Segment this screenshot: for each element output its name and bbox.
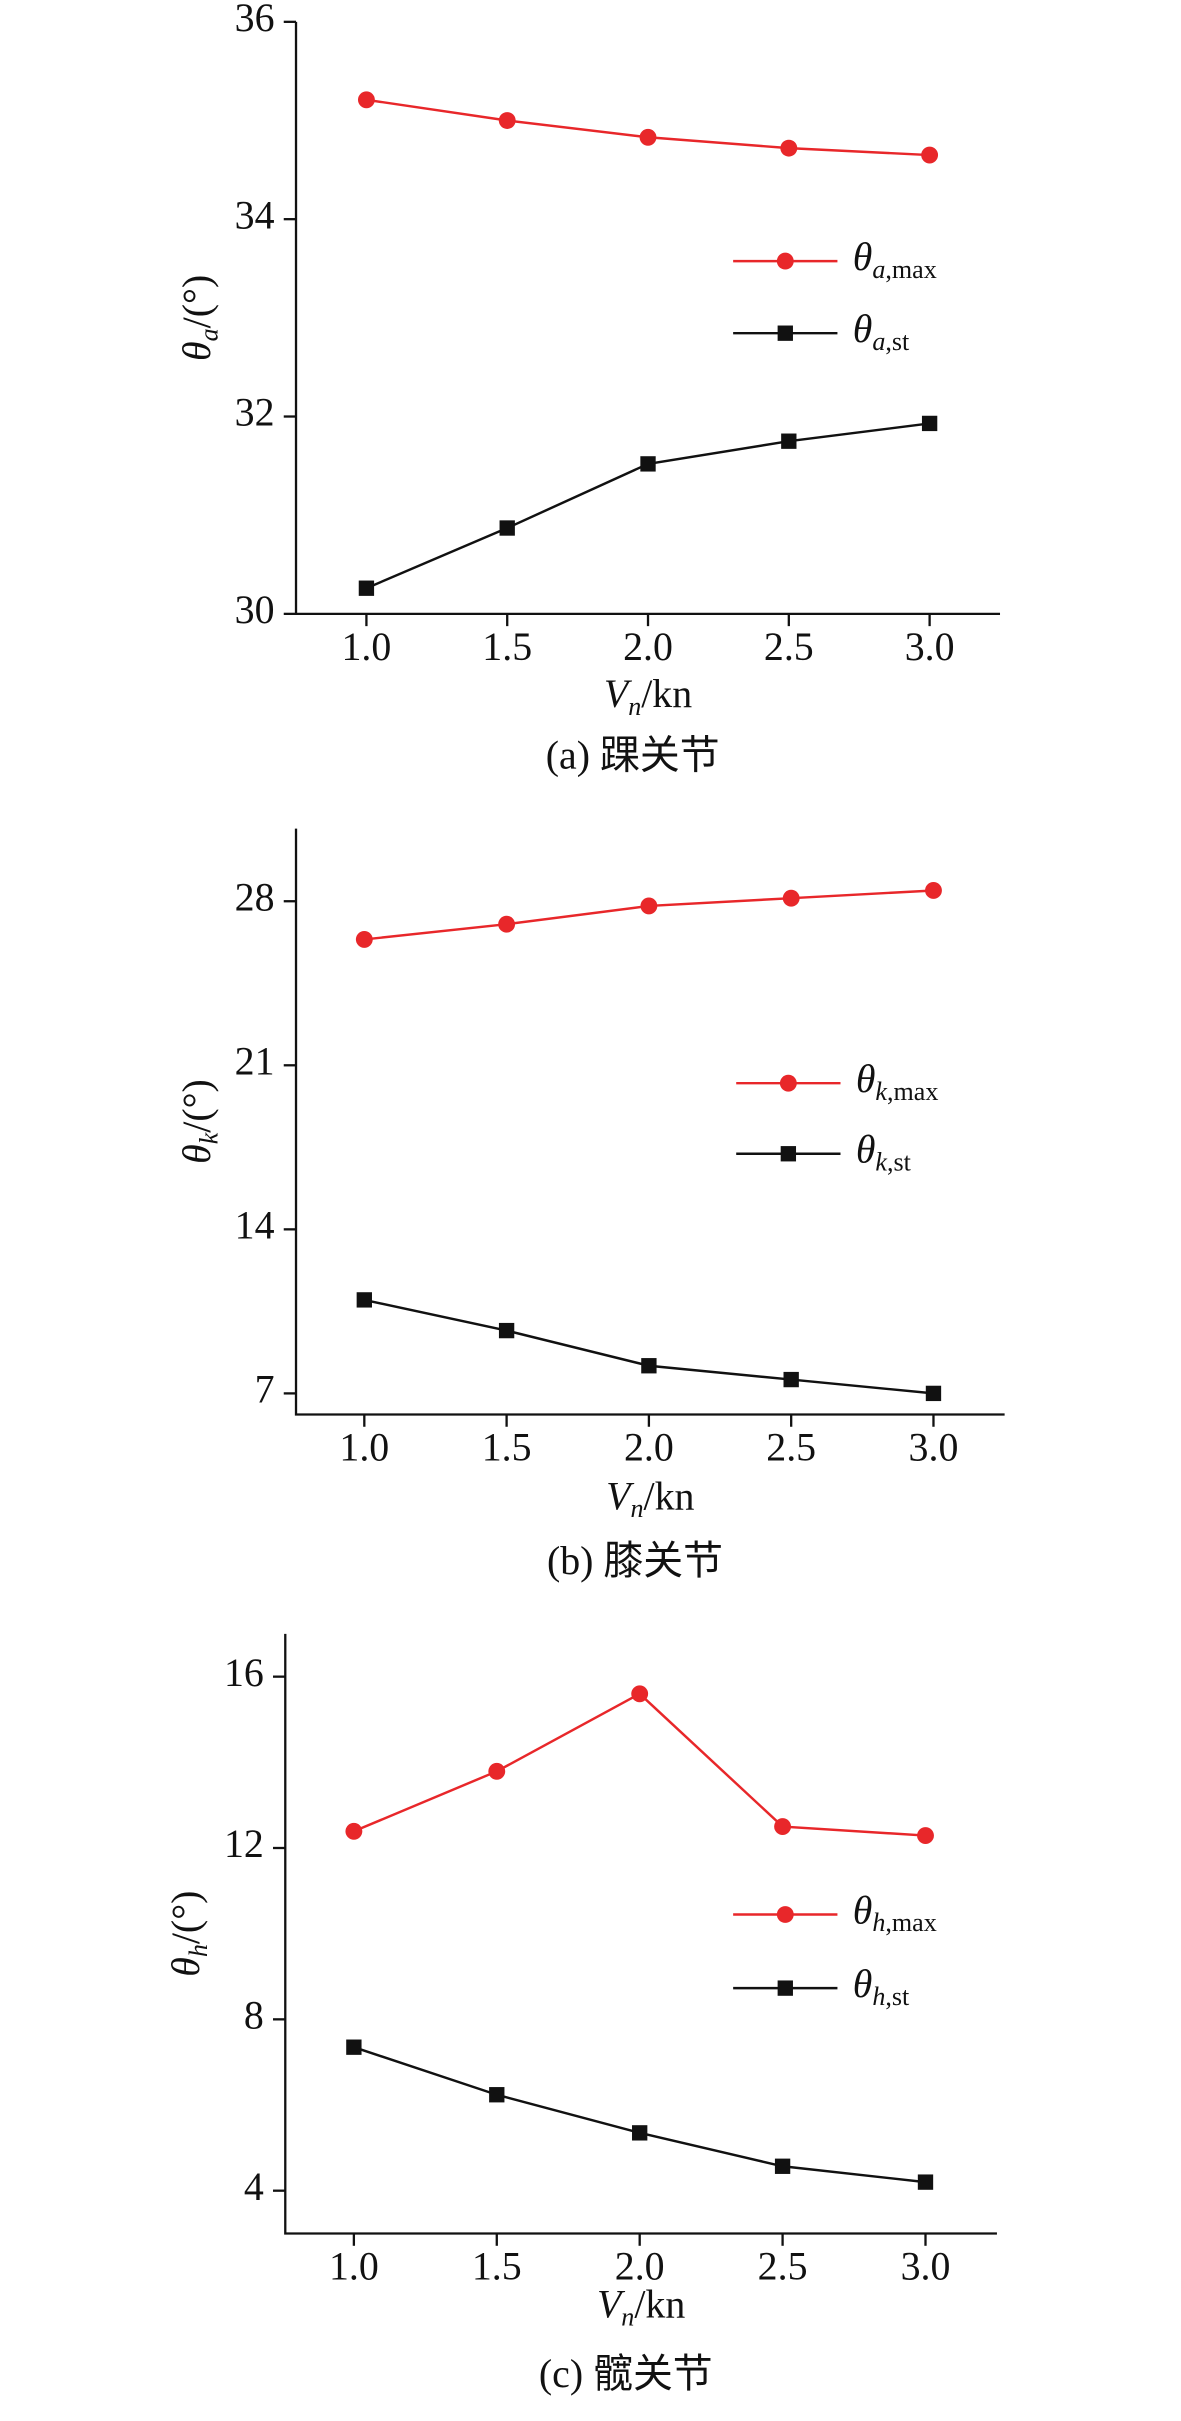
data-point [640,897,658,915]
series-line [353,2046,926,2184]
caption: (b) 膝关节 [547,1538,723,1583]
y-tick-label: 14 [235,1203,275,1248]
y-tick-label: 7 [255,1367,275,1412]
series-line [365,422,930,590]
legend-label: θa,st [853,306,910,356]
x-tick-label: 2.5 [764,624,814,669]
legend-label: θa,max [853,234,937,284]
caption: (a) 踝关节 [546,733,720,778]
x-axis-label: Vn/kn [597,2282,685,2332]
data-point [783,1371,799,1388]
data-point [917,2174,934,2190]
x-tick-label: 1.5 [472,2243,522,2288]
x-tick-label: 3.0 [909,1424,959,1469]
x-axis-label: Vn/kn [604,671,692,721]
data-point [917,1827,934,1845]
data-point [774,2158,791,2174]
legend-marker [777,325,793,341]
axes [294,21,1001,616]
x-tick-label: 2.0 [624,1424,674,1469]
data-point [346,2039,362,2055]
data-point [488,1762,506,1780]
x-tick-label: 3.0 [901,2243,951,2288]
x-tick-label: 2.5 [758,2243,808,2288]
x-tick-label: 1.0 [339,1424,389,1469]
legend-marker [780,1146,797,1162]
legend-label: θh,max [853,1888,937,1938]
legend-marker [776,252,794,270]
y-tick-label: 21 [235,1038,275,1083]
data-point [356,1292,372,1308]
legend-marker [776,1906,794,1923]
legend-marker [777,1980,793,1996]
x-tick-label: 3.0 [905,624,955,669]
y-tick-label: 8 [244,1992,264,2037]
x-tick-label: 1.0 [342,624,392,669]
y-tick-label: 16 [224,1650,264,1695]
series-line [353,1692,926,1837]
data-point [632,2125,648,2141]
data-point [641,1358,657,1374]
data-point [925,882,942,899]
legend-label: θh,st [853,1961,910,2011]
y-tick-label: 12 [224,1821,264,1866]
legend-marker [779,1074,797,1092]
x-tick-label: 1.5 [482,624,532,669]
data-point [358,580,375,596]
data-point [640,456,656,472]
data-point [639,128,657,146]
data-point [782,889,800,907]
data-point [498,112,516,129]
y-axis-label: θh/(°) [163,1891,213,1977]
data-point [345,1822,363,1840]
data-point [921,146,939,164]
data-point [774,1818,792,1836]
data-point [921,415,938,432]
legend-label: θk,max [856,1056,939,1106]
x-tick-label: 2.0 [623,624,673,669]
data-point [355,931,373,948]
data-point [780,139,798,157]
y-axis-label: θa/(°) [174,275,224,361]
data-point [631,1685,649,1703]
data-point [498,915,516,933]
data-point [357,91,375,109]
y-tick-label: 32 [235,390,275,435]
data-point [925,1385,942,1402]
caption: (c) 髋关节 [539,2351,713,2396]
y-axis-label: θk/(°) [174,1079,224,1164]
x-tick-label: 1.0 [329,2243,379,2288]
data-point [489,2087,505,2103]
y-tick-label: 36 [235,0,275,40]
data-point [781,433,797,449]
x-tick-label: 2.5 [766,1424,816,1469]
x-tick-label: 1.5 [482,1424,532,1469]
axes [284,1633,997,2235]
series-line [364,1298,934,1395]
y-tick-label: 34 [235,192,275,237]
legend-label: θk,st [856,1127,912,1177]
data-point [499,520,515,536]
x-axis-label: Vn/kn [606,1474,694,1524]
y-tick-label: 28 [235,874,275,919]
x-tick-label: 2.0 [615,2243,665,2288]
data-point [498,1322,515,1339]
series-line [366,98,930,157]
y-tick-label: 4 [244,2164,264,2209]
y-tick-label: 30 [235,587,275,632]
axes [294,828,1005,1416]
